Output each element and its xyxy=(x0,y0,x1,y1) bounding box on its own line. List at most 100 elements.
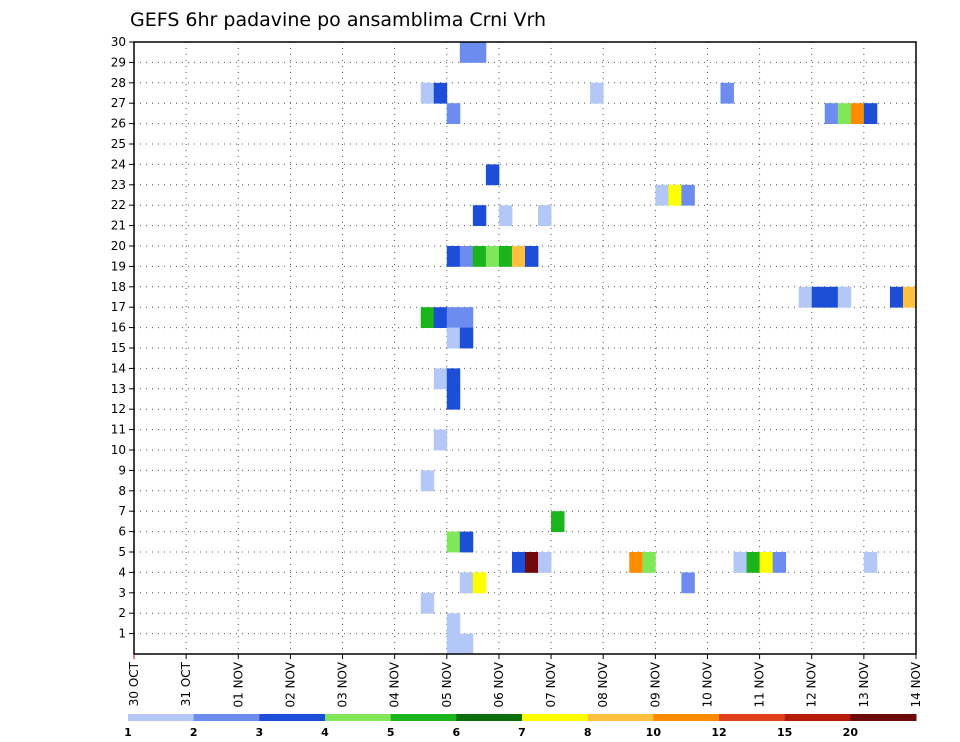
precip-cell xyxy=(824,286,839,308)
x-tick-label: 01 NOV xyxy=(231,661,245,707)
legend-label: 7 xyxy=(518,726,526,739)
y-axis: 1234567891011121314151617181920212223242… xyxy=(111,35,134,641)
x-tick-label: 07 NOV xyxy=(544,661,558,707)
precip-cell xyxy=(472,246,487,267)
y-tick-label: 11 xyxy=(111,423,126,437)
precip-cell xyxy=(498,246,513,267)
precip-cell xyxy=(642,552,656,573)
y-tick-label: 23 xyxy=(111,178,126,192)
y-tick-label: 19 xyxy=(111,259,126,273)
precip-cell xyxy=(720,82,734,104)
y-tick-label: 29 xyxy=(111,55,126,69)
precip-cell xyxy=(485,246,500,267)
precip-cell xyxy=(446,388,461,410)
y-tick-label: 30 xyxy=(111,35,126,49)
x-tick-label: 14 NOV xyxy=(909,661,923,707)
y-tick-label: 4 xyxy=(118,565,126,579)
precip-cell xyxy=(459,531,474,553)
precip-cell xyxy=(863,552,878,573)
y-tick-label: 25 xyxy=(111,137,126,151)
precip-cell xyxy=(511,246,526,267)
legend-swatch xyxy=(456,714,523,721)
legend-swatch xyxy=(653,714,720,721)
y-tick-label: 20 xyxy=(111,239,126,253)
precip-cell xyxy=(459,327,474,349)
precip-cell xyxy=(837,286,852,308)
precip-cell xyxy=(837,103,852,124)
x-tick-label: 06 NOV xyxy=(492,661,506,707)
precip-cell xyxy=(420,592,435,614)
precip-cell xyxy=(472,42,487,63)
x-tick-label: 05 NOV xyxy=(440,661,454,707)
precip-cell xyxy=(498,205,513,226)
legend-label: 10 xyxy=(646,726,662,739)
precip-cell xyxy=(446,246,461,267)
precip-cell xyxy=(668,184,682,206)
precip-cell xyxy=(472,205,487,226)
y-tick-label: 13 xyxy=(111,382,126,396)
y-tick-label: 5 xyxy=(118,545,126,559)
legend-label: 8 xyxy=(584,726,592,739)
precip-cell xyxy=(798,286,813,308)
x-axis: 30 OCT 31 OCT 01 NOV 02 NOV 03 NOV 04 NOV 05 N… xyxy=(127,654,923,708)
precip-cell xyxy=(420,307,435,328)
legend-label: 3 xyxy=(256,726,264,739)
precip-cell xyxy=(759,552,774,573)
precip-cell xyxy=(889,286,904,308)
legend-swatch xyxy=(784,714,851,721)
precip-cell xyxy=(459,633,474,654)
legend-label: 5 xyxy=(387,726,395,739)
precip-cell xyxy=(459,42,474,63)
x-tick-label: 10 NOV xyxy=(700,661,714,707)
legend-label: 2 xyxy=(190,726,198,739)
x-tick-label: 30 OCT xyxy=(127,661,141,706)
y-tick-label: 16 xyxy=(111,321,126,335)
precip-cell xyxy=(902,286,917,308)
precip-cell xyxy=(629,552,643,573)
legend-swatch xyxy=(128,714,195,721)
x-tick-label: 12 NOV xyxy=(805,661,819,707)
y-tick-label: 9 xyxy=(118,463,126,477)
precip-cells xyxy=(420,42,917,654)
y-tick-label: 2 xyxy=(118,606,126,620)
precip-cell xyxy=(811,286,826,308)
x-tick-label: 13 NOV xyxy=(857,661,871,707)
precip-cell xyxy=(446,103,461,124)
y-tick-label: 27 xyxy=(111,96,126,110)
precip-cell xyxy=(433,368,448,390)
y-tick-label: 17 xyxy=(111,300,126,314)
legend-swatch xyxy=(719,714,786,721)
precip-cell xyxy=(863,103,878,124)
precip-cell xyxy=(551,511,565,532)
precip-cell xyxy=(525,552,539,573)
precip-cell xyxy=(446,307,461,328)
y-tick-label: 1 xyxy=(118,627,126,641)
x-tick-label: 09 NOV xyxy=(648,661,662,707)
precip-cell xyxy=(446,327,461,349)
legend-label: 12 xyxy=(711,726,726,739)
legend-swatch xyxy=(587,714,654,721)
precip-cell xyxy=(681,184,695,206)
precip-cell xyxy=(446,368,461,390)
legend-swatch xyxy=(325,714,392,721)
precip-cell xyxy=(824,103,839,124)
precip-cell xyxy=(459,246,474,267)
precip-cell xyxy=(590,82,604,104)
precip-cell xyxy=(511,552,526,573)
legend-swatch xyxy=(259,714,326,721)
precip-cell xyxy=(446,613,461,634)
y-tick-label: 10 xyxy=(111,443,126,457)
y-tick-label: 8 xyxy=(118,484,126,498)
precip-cell xyxy=(459,572,474,594)
legend-label: 6 xyxy=(453,726,461,739)
y-tick-label: 12 xyxy=(111,402,126,416)
precip-cell xyxy=(472,572,487,594)
legend-swatch xyxy=(522,714,589,721)
precip-cell xyxy=(538,205,552,226)
precip-cell xyxy=(772,552,787,573)
precip-cell xyxy=(681,572,695,594)
x-tick-label: 31 OCT xyxy=(179,661,193,706)
x-tick-label: 11 NOV xyxy=(753,661,767,707)
x-tick-label: 04 NOV xyxy=(388,661,402,707)
